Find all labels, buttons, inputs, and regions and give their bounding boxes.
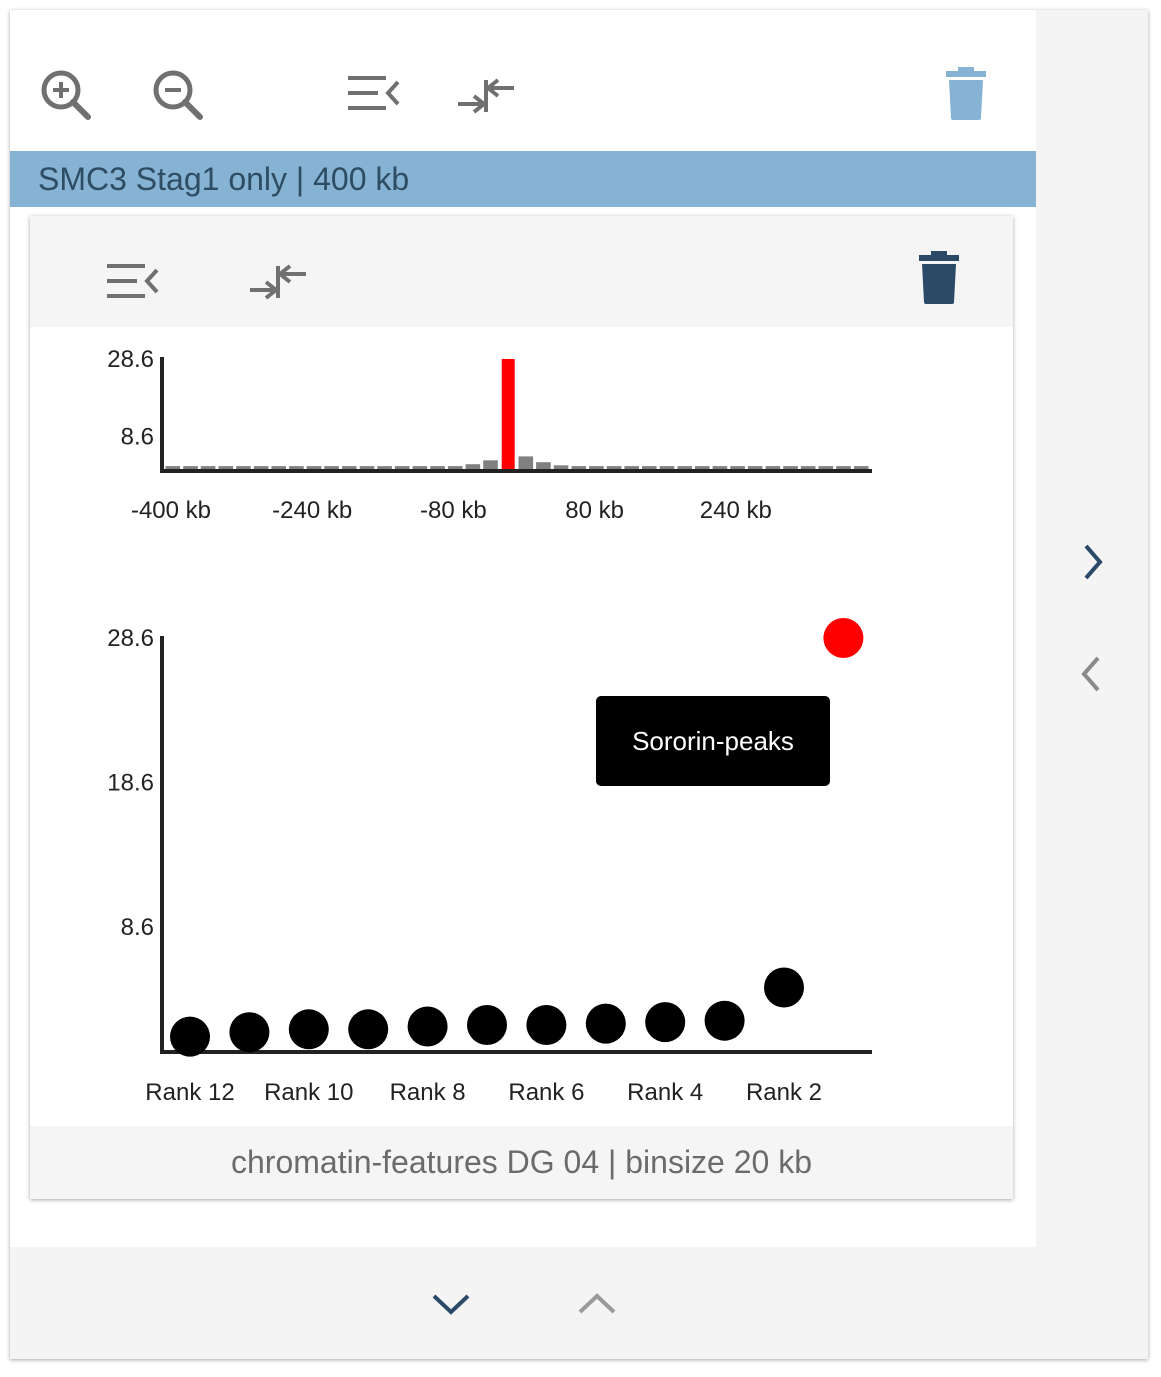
histogram-bar (712, 466, 728, 470)
y-tick-label: 28.6 (107, 625, 154, 652)
histogram-bar (853, 466, 869, 470)
y-tick-label: 8.6 (121, 914, 154, 941)
zoom-out-icon[interactable] (150, 68, 206, 124)
y-tick-label: 8.6 (121, 424, 154, 451)
y-tick-label: 18.6 (107, 769, 154, 796)
rank-point (823, 618, 864, 658)
rank-point (526, 1005, 567, 1045)
collapse-menu-icon[interactable] (346, 74, 404, 114)
histogram-bar (836, 466, 851, 470)
histogram-bar (200, 466, 216, 470)
view-title: SMC3 Stag1 only | 400 kb (38, 161, 410, 197)
tooltip-label: Sororin-peaks (632, 726, 794, 756)
histogram-bar (447, 466, 463, 470)
rank-point (585, 1003, 626, 1044)
compress-icon[interactable] (248, 260, 310, 304)
x-tick-label: -240 kb (272, 497, 352, 524)
rank-point (764, 967, 804, 1008)
histogram-bar (289, 466, 304, 470)
histogram-bar (606, 466, 622, 470)
tooltip: Sororin-peaks (596, 696, 830, 786)
histogram-bar (800, 466, 816, 470)
histogram-bar (659, 466, 675, 470)
window-frame: SMC3 Stag1 only | 400 kb (10, 10, 1148, 1359)
histogram-bar (412, 466, 428, 470)
x-tick-label: 80 kb (565, 497, 624, 524)
histogram-bar (183, 466, 198, 470)
card-footer-label: chromatin-features DG 04 | binsize 20 kb (230, 1144, 813, 1180)
histogram-bar (783, 466, 798, 470)
rank-point (229, 1012, 270, 1053)
histogram-bar (359, 466, 375, 470)
histogram-bar (730, 466, 745, 470)
histogram-bar (218, 466, 234, 470)
histogram-bar (677, 466, 692, 470)
histogram-bar (394, 466, 410, 470)
histogram-bar (342, 466, 357, 470)
collapse-menu-icon[interactable] (105, 262, 163, 302)
rank-point (170, 1016, 210, 1057)
histogram-bar (253, 466, 269, 470)
chevron-right-icon[interactable] (1078, 542, 1110, 582)
histogram-bar (571, 466, 587, 470)
histogram-bar (818, 466, 834, 470)
view-header: SMC3 Stag1 only | 400 kb (10, 151, 1036, 207)
histogram-bar (695, 466, 710, 470)
highlight-bar (501, 359, 515, 470)
track-card: chromatin-features DG 04 | binsize 20 kb (30, 216, 1013, 1199)
histogram-bar (377, 466, 392, 470)
x-tick-label: -400 kb (131, 497, 211, 524)
histogram-bar (765, 466, 781, 470)
x-tick-label: Rank 6 (508, 1079, 584, 1106)
rank-point (348, 1009, 389, 1050)
delete-icon[interactable] (917, 250, 961, 306)
compress-icon[interactable] (456, 74, 518, 118)
histogram-bar (642, 466, 657, 470)
histogram-bar (271, 466, 286, 470)
rank-point (645, 1002, 686, 1043)
histogram-bar (324, 466, 339, 470)
x-tick-label: Rank 12 (145, 1079, 234, 1106)
card-toolbar (30, 216, 1013, 327)
histogram-bar (236, 466, 251, 470)
histogram-bar (589, 466, 604, 470)
chevron-left-icon[interactable] (1076, 654, 1108, 694)
histogram-bar (165, 466, 181, 470)
histogram-bar (483, 460, 498, 470)
chevron-down-icon[interactable] (430, 1290, 472, 1318)
rank-point (288, 1009, 329, 1050)
zoom-in-icon[interactable] (38, 68, 94, 124)
delete-icon[interactable] (944, 66, 988, 122)
chevron-up-icon[interactable] (576, 1290, 618, 1318)
x-tick-label: Rank 2 (746, 1079, 822, 1106)
histogram-bar (553, 465, 569, 470)
x-tick-label: -80 kb (420, 497, 487, 524)
histogram-bar (624, 466, 639, 470)
x-tick-label: 240 kb (700, 497, 772, 524)
histogram-bar (536, 462, 551, 470)
histogram-bar (430, 466, 445, 470)
card-footer: chromatin-features DG 04 | binsize 20 kb (30, 1126, 1013, 1199)
histogram-bar (306, 466, 322, 470)
x-tick-label: Rank 4 (627, 1079, 703, 1106)
histogram-bar (465, 464, 481, 470)
x-tick-label: Rank 8 (390, 1079, 466, 1106)
rank-point (407, 1006, 448, 1047)
rank-point (467, 1005, 507, 1045)
rank-point (704, 1000, 745, 1041)
histogram-bar (518, 456, 534, 470)
main-panel: SMC3 Stag1 only | 400 kb (10, 10, 1036, 1247)
y-tick-label: 28.6 (107, 346, 154, 373)
histogram-bar (747, 466, 763, 470)
x-tick-label: Rank 10 (264, 1079, 353, 1106)
